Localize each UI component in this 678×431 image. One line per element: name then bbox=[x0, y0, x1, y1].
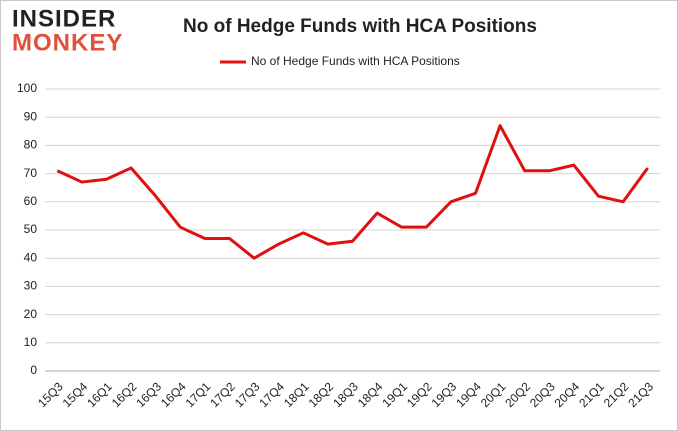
logo-top: INSIDER bbox=[12, 5, 116, 32]
data-line bbox=[56, 124, 649, 260]
y-tick-label: 70 bbox=[24, 166, 38, 180]
y-tick-label: 90 bbox=[24, 109, 38, 123]
y-tick-label: 50 bbox=[24, 222, 38, 236]
y-tick-label: 40 bbox=[24, 250, 38, 264]
chart-title: No of Hedge Funds with HCA Positions bbox=[183, 16, 537, 37]
y-tick-label: 0 bbox=[30, 363, 37, 377]
y-tick-label: 10 bbox=[24, 335, 38, 349]
y-tick-label: 80 bbox=[24, 138, 38, 152]
logo-bottom: MONKEY bbox=[12, 29, 123, 56]
y-tick-label: 30 bbox=[24, 279, 38, 293]
legend-label: No of Hedge Funds with HCA Positions bbox=[251, 54, 460, 68]
y-tick-label: 60 bbox=[24, 194, 38, 208]
y-tick-label: 100 bbox=[17, 81, 37, 95]
y-tick-label: 20 bbox=[24, 307, 38, 321]
